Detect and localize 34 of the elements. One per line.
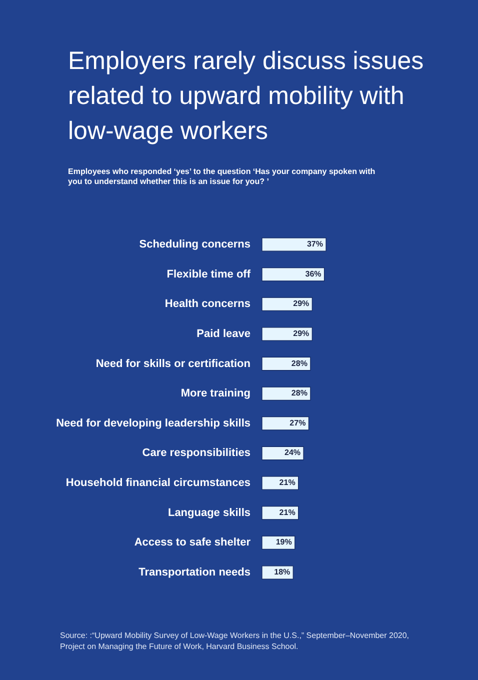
data-label: 28% xyxy=(291,358,308,368)
data-label: 21% xyxy=(279,478,296,488)
y-tick-label: Household financial circumstances xyxy=(66,477,250,490)
data-label: 18% xyxy=(274,567,290,576)
y-tick-label: Flexible time off xyxy=(166,268,251,280)
y-tick-label: Language skills xyxy=(168,506,250,519)
data-label: 21% xyxy=(279,508,296,517)
y-tick-label: Paid leave xyxy=(196,328,250,340)
y-tick-label: More training xyxy=(180,388,250,400)
bar xyxy=(262,267,325,282)
data-label: 19% xyxy=(276,538,292,547)
data-label: 37% xyxy=(306,240,323,249)
bar xyxy=(262,238,326,252)
y-tick-label: Scheduling concerns xyxy=(139,238,250,251)
bar xyxy=(262,416,310,430)
chart-subtitle: Employees who responded ‘yes’ to the question ‘Has your company spoken with you to understand whether this is an issue for you? ’ xyxy=(68,167,376,186)
data-label: 29% xyxy=(293,299,310,308)
data-label: 27% xyxy=(290,418,306,428)
y-tick-label: Care responsibilities xyxy=(142,447,250,460)
data-label: 29% xyxy=(293,328,310,338)
chart-title: Employers rarely discuss issues related to upward mobility with low-wage workers xyxy=(68,47,424,145)
y-tick-label: Transportation needs xyxy=(138,566,250,578)
y-tick-label: Health concerns xyxy=(164,298,250,310)
bar xyxy=(262,356,311,371)
source-note: Source: :“Upward Mobility Survey of Low-Wage Workers in the U.S.,” September–November 2020, Project on Managing the Future of Work, Harvard Business School. xyxy=(60,631,410,651)
bar xyxy=(262,386,311,400)
data-label: 36% xyxy=(305,269,322,278)
y-tick-label: Need for skills or certification xyxy=(96,358,251,370)
data-label: 24% xyxy=(284,448,301,458)
y-tick-label: Need for developing leadership skills xyxy=(56,417,250,430)
bar xyxy=(262,327,312,341)
bar xyxy=(262,476,299,490)
y-tick-label: Access to safe shelter xyxy=(134,536,252,549)
data-label: 28% xyxy=(291,388,308,398)
